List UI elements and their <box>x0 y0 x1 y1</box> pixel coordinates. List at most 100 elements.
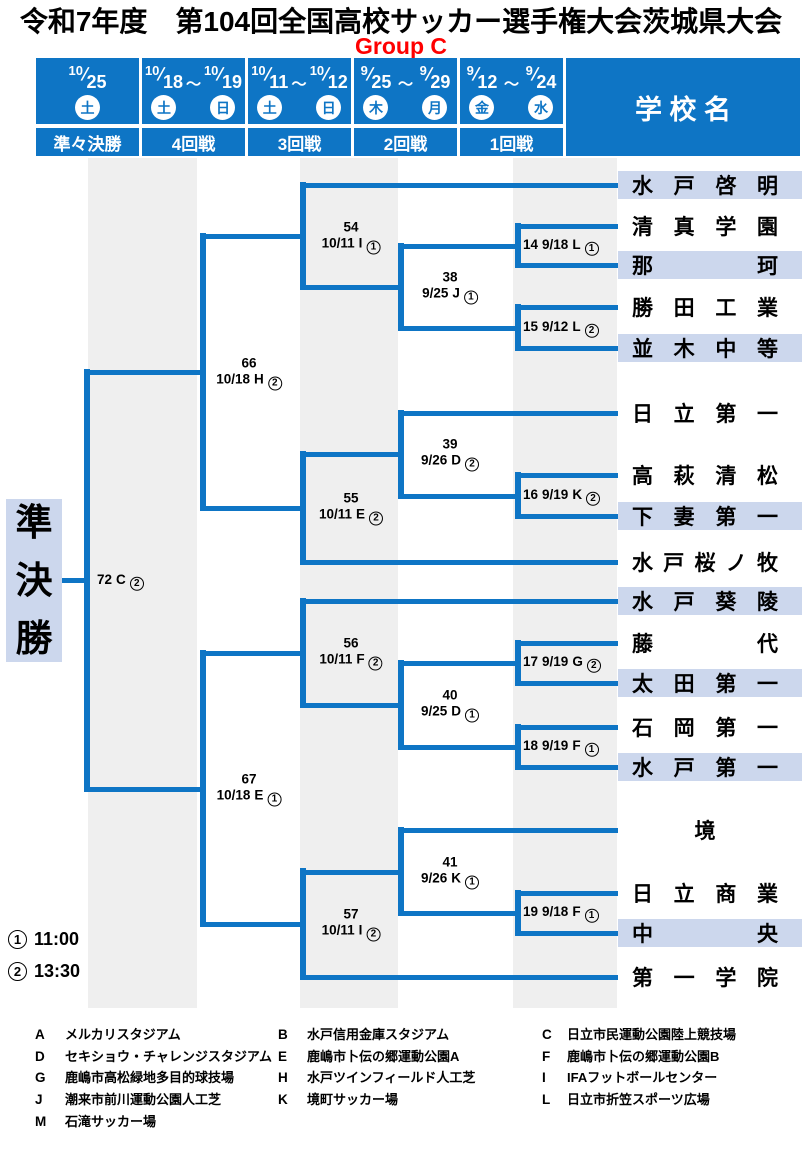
time-slot-circle-icon: 2 <box>369 511 384 526</box>
match-info: 9/25 J 1 <box>422 286 478 305</box>
time-slot-digit: 1 <box>588 242 595 254</box>
weekday-circle-icon: 日 <box>210 95 236 120</box>
time-slot-digit: 2 <box>590 492 596 504</box>
time-slot-circle-icon: 2 <box>586 491 601 506</box>
date-month: 10 <box>144 63 160 78</box>
time-slot-digit: 2 <box>373 512 379 524</box>
match-label: 67 10/18 E 1 <box>217 772 282 807</box>
bracket-line <box>200 651 306 656</box>
match-date: 9/25 <box>420 703 448 719</box>
date: 10/19 <box>203 63 242 91</box>
date-month: 10 <box>251 63 266 78</box>
venue-name: 日立市折笠スポーツ広場 <box>567 1092 710 1108</box>
team-name: 中央 <box>632 919 778 947</box>
date-group: 10/11 土 <box>251 58 288 120</box>
venue-code: H <box>278 1070 288 1086</box>
date: 9/25 <box>360 63 392 91</box>
date-day: 19 <box>221 72 242 92</box>
round-column-stripe <box>513 158 617 1008</box>
bracket-line <box>200 234 306 239</box>
match-number: 14 <box>523 236 539 252</box>
weekday-circle-icon: 月 <box>422 95 448 120</box>
team-name: 清真学園 <box>632 212 778 240</box>
match-date: 10/11 <box>319 651 353 667</box>
kickoff-time-text: 13:30 <box>34 961 81 981</box>
match-label: 19 9/18 F 1 <box>523 904 599 923</box>
date-month: 9 <box>360 63 368 78</box>
time-slot-circle-icon: 2 <box>366 927 381 942</box>
team-name-char: 中 <box>715 338 737 361</box>
match-date: 9/26 <box>420 452 448 468</box>
time-slot-circle-icon: 1 <box>465 875 480 890</box>
date-range-mark: 〜 <box>503 76 519 93</box>
time-slot-circle-icon: 2 <box>8 962 27 981</box>
header-date-cell: 9/25 木〜 9/29 月 <box>354 58 457 124</box>
date-month: 9 <box>419 63 427 78</box>
date-month: 10 <box>203 63 219 78</box>
page-title: 令和7年度 第104回全国高校サッカー選手権大会茨城県大会 <box>19 6 783 37</box>
bracket-line <box>515 514 618 519</box>
time-slot-digit: 1 <box>469 876 475 888</box>
match-info: 10/18 H 2 <box>216 372 282 391</box>
team-name-char: 日 <box>632 403 653 426</box>
time-slot-circle-icon: 2 <box>368 656 383 671</box>
venue-code: I <box>542 1070 546 1086</box>
kickoff-time: 2 13:30 <box>8 961 80 982</box>
bracket-line <box>515 891 618 896</box>
match-number: 55 <box>343 490 359 506</box>
venue-name: 境町サッカー場 <box>307 1092 399 1108</box>
team-name-char: 日 <box>632 883 653 906</box>
venue-name: 水戸ツインフィールド人工芝 <box>307 1070 476 1086</box>
time-slot-circle-icon: 1 <box>8 930 27 949</box>
time-slot-circle-icon: 1 <box>465 708 480 723</box>
date-month: 10 <box>309 63 325 78</box>
time-slot-digit: 1 <box>370 241 377 253</box>
date: 9/12 <box>467 64 498 91</box>
date: 10/11 <box>251 63 288 91</box>
team-name: 並木中等 <box>632 334 778 362</box>
time-slot-circle-icon: 2 <box>129 576 144 591</box>
weekday-circle-icon: 金 <box>469 95 495 120</box>
bracket-line <box>515 473 618 478</box>
team-name-char: 中 <box>632 923 653 946</box>
semifinal-label-char: 準 <box>15 502 53 543</box>
venue-name: 鹿嶋市卜伝の郷運動公園A <box>307 1048 460 1064</box>
match-info: 10/18 E 1 <box>217 788 282 807</box>
match-venue-code: E <box>356 506 366 522</box>
venue-code: B <box>278 1027 288 1042</box>
time-slot-digit: 2 <box>588 324 595 336</box>
match-venue-code: J <box>452 285 460 301</box>
team-name-char: 清 <box>632 216 653 239</box>
match-label: 16 9/19 K 2 <box>523 487 601 506</box>
date-day: 29 <box>430 72 451 92</box>
match-number: 18 <box>523 737 539 753</box>
team-name-char: 一 <box>756 403 778 426</box>
date-group: 9/24 水 <box>526 58 556 120</box>
bracket-line <box>300 560 618 565</box>
match-label: 66 10/18 H 2 <box>216 356 282 391</box>
time-slot-circle-icon: 2 <box>465 457 480 472</box>
bracket-line <box>84 370 206 375</box>
match-label: 54 10/11 I 1 <box>322 220 381 255</box>
match-info: 10/11 I 1 <box>322 236 381 255</box>
match-date: 10/11 <box>318 506 353 522</box>
match-label: 72 C 2 <box>97 572 144 591</box>
date-group: 9/25 木 <box>360 58 392 120</box>
header-round-cell: 4回戦 <box>142 128 245 156</box>
date-group: 10/25 土 <box>68 58 107 120</box>
team-name-char: 学 <box>715 216 737 239</box>
venue-code: J <box>35 1092 43 1108</box>
bracket-line <box>515 641 618 646</box>
match-venue-code: C <box>116 571 126 587</box>
team-name: 高萩清松 <box>632 461 778 489</box>
team-name-char: 一 <box>756 757 778 780</box>
match-number: 38 <box>442 269 458 285</box>
team-name: 日立第一 <box>632 399 778 427</box>
date-group: 10/12 日 <box>310 58 348 120</box>
bracket-line <box>515 681 618 686</box>
time-slot-digit: 1 <box>271 793 278 805</box>
team-name-char: 水 <box>632 591 653 614</box>
team-name: 勝田工業 <box>632 293 778 321</box>
match-number: 56 <box>343 635 359 651</box>
team-name: 水戸第一 <box>632 753 778 781</box>
